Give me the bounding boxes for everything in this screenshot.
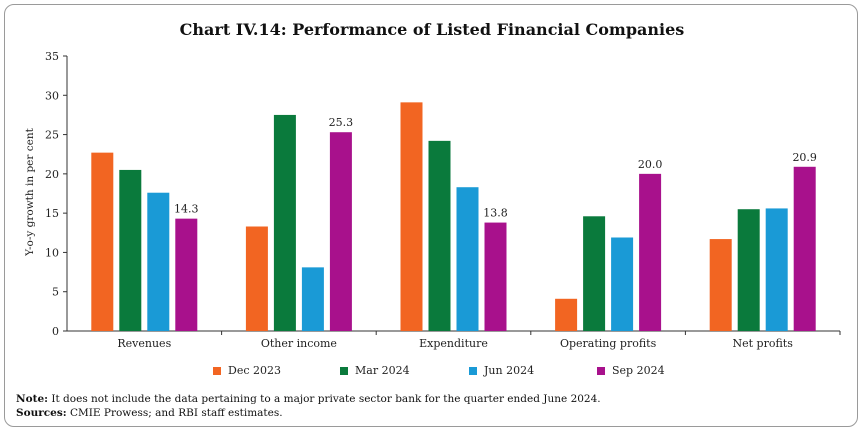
y-tick-label: 5 bbox=[52, 286, 59, 299]
legend-swatch bbox=[597, 366, 605, 375]
data-label: 20.9 bbox=[792, 151, 817, 164]
bar bbox=[175, 218, 198, 331]
legend-label: Dec 2023 bbox=[228, 364, 281, 377]
bar bbox=[583, 216, 606, 331]
data-label: 13.8 bbox=[483, 207, 508, 220]
x-tick-label: Expenditure bbox=[419, 337, 488, 350]
bar bbox=[119, 169, 142, 331]
bar bbox=[765, 208, 788, 331]
data-label: 20.0 bbox=[638, 158, 663, 171]
bar bbox=[611, 237, 634, 331]
legend-item: Sep 2024 bbox=[597, 364, 665, 377]
bar bbox=[484, 222, 507, 331]
bar bbox=[91, 152, 114, 331]
sources-line: Sources: CMIE Prowess; and RBI staff est… bbox=[16, 406, 601, 420]
legend-swatch bbox=[340, 366, 348, 375]
chart-bars bbox=[91, 102, 816, 331]
chart-labels: 14.3 25.3 13.8 20.0 20.9 bbox=[174, 116, 817, 219]
sources-text: CMIE Prowess; and RBI staff estimates. bbox=[66, 407, 283, 419]
legend-item: Mar 2024 bbox=[340, 364, 410, 377]
bar bbox=[737, 209, 760, 331]
bar bbox=[400, 102, 423, 331]
chart-axes: 0 5 10 15 20 25 30 35 Revenues Other income Expend… bbox=[45, 50, 841, 350]
bar bbox=[428, 140, 451, 331]
note-text: It does not include the data pertaining … bbox=[48, 393, 601, 405]
x-tick-label: Other income bbox=[261, 337, 337, 350]
data-label: 25.3 bbox=[329, 116, 354, 129]
y-tick-label: 10 bbox=[45, 246, 59, 259]
legend-item: Jun 2024 bbox=[469, 364, 534, 377]
y-axis-label: Y-o-y growth in per cent bbox=[24, 127, 36, 256]
legend-swatch bbox=[213, 366, 221, 375]
legend-label: Jun 2024 bbox=[484, 364, 535, 377]
bar bbox=[329, 132, 352, 331]
x-tick-label: Operating profits bbox=[560, 337, 657, 350]
y-tick-label: 30 bbox=[45, 89, 59, 102]
bar bbox=[639, 173, 662, 331]
data-label: 14.3 bbox=[174, 203, 199, 216]
x-tick-label: Revenues bbox=[117, 337, 171, 350]
y-tick-label: 0 bbox=[52, 325, 59, 338]
note-line: Note: It does not include the data perta… bbox=[16, 392, 601, 406]
y-tick-label: 15 bbox=[45, 207, 59, 220]
sources-label: Sources: bbox=[16, 407, 67, 419]
bar bbox=[273, 114, 296, 331]
chart-title: Chart IV.14: Performance of Listed Finan… bbox=[179, 20, 685, 39]
bar bbox=[147, 192, 170, 331]
bar bbox=[709, 239, 732, 331]
legend-item: Dec 2023 bbox=[213, 364, 281, 377]
bar bbox=[456, 187, 479, 331]
chart-legend: Dec 2023 Mar 2024 Jun 2024 Sep 2024 bbox=[0, 364, 864, 382]
y-tick-label: 20 bbox=[45, 168, 59, 181]
bar bbox=[555, 298, 578, 331]
bar bbox=[301, 267, 324, 331]
legend-label: Mar 2024 bbox=[355, 364, 410, 377]
footnotes: Note: It does not include the data perta… bbox=[16, 392, 601, 420]
note-label: Note: bbox=[16, 393, 49, 405]
x-tick-label: Net profits bbox=[733, 337, 794, 350]
y-tick-label: 25 bbox=[45, 129, 59, 142]
legend-label: Sep 2024 bbox=[612, 364, 665, 377]
bar bbox=[245, 226, 268, 331]
legend-swatch bbox=[469, 366, 477, 375]
bar bbox=[793, 166, 816, 331]
y-tick-label: 35 bbox=[45, 50, 59, 63]
